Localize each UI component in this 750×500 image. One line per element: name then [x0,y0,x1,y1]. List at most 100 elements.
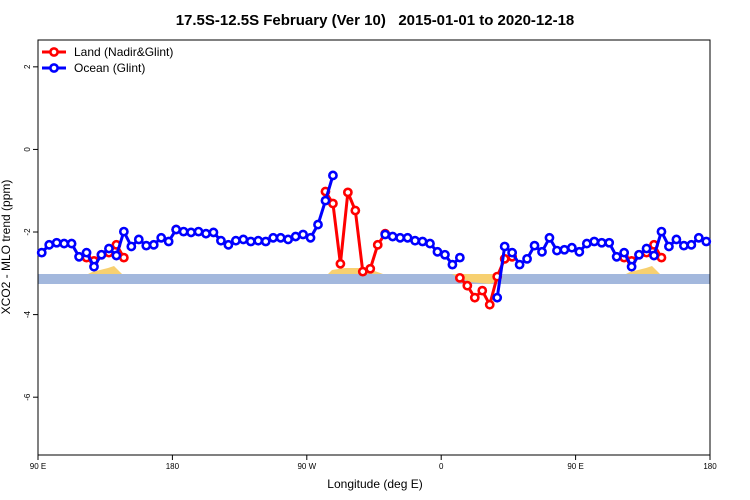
data-point [514,259,525,270]
y-tick-label: -6 [23,393,32,401]
data-point [44,239,55,250]
data-point [380,229,391,240]
legend-label: Land (Nadir&Glint) [74,45,173,59]
data-point [477,285,488,296]
data-point [96,249,107,260]
x-tick-label: 90 E [30,462,46,471]
data-point [178,226,189,237]
data-point [649,250,659,261]
data-point [440,249,450,260]
data-point [611,251,622,262]
data-point [163,236,174,247]
data-point [469,292,480,303]
data-point [342,187,353,198]
data-point [216,235,226,246]
data-point [193,226,204,237]
data-point [201,228,211,239]
data-point [283,234,294,245]
data-point [671,234,682,245]
data-point [268,232,279,243]
data-point [686,239,697,250]
data-point [529,240,540,251]
data-point [499,241,510,252]
data-point [111,250,122,261]
y-tick-label: 0 [23,147,32,152]
data-point [223,239,234,250]
data-point [89,261,99,272]
data-point [148,239,159,250]
data-point [260,236,271,247]
data-point [604,237,615,248]
data-point [634,249,644,260]
data-point [566,242,577,253]
data-point [484,299,495,310]
data-point [417,236,428,247]
data-point [36,247,47,258]
data-point [290,231,301,242]
data-point [701,236,712,247]
x-tick-label: 180 [703,462,717,471]
data-point [208,227,219,238]
legend-marker [49,47,59,57]
data-point [387,231,398,242]
data-point [678,240,689,251]
data-point [462,280,473,291]
data-point [656,252,667,263]
data-point [81,247,92,258]
data-point [313,219,323,230]
data-point [492,292,503,303]
data-point [59,238,70,249]
y-tick-label: -2 [23,228,32,236]
x-axis-label: Longitude (deg E) [327,477,422,491]
plot-frame [37,39,711,456]
data-point [186,227,196,238]
data-point [118,252,129,263]
data-point [522,253,532,264]
data-point [581,238,592,249]
data-point [328,198,338,209]
x-tick-label: 90 E [567,462,583,471]
data-point [171,224,182,235]
data-point [328,170,338,181]
data-point [574,246,585,257]
data-point [693,232,704,243]
data-point [372,239,383,250]
data-point [320,195,331,206]
data-point [402,232,413,243]
data-point [245,236,256,247]
data-point [275,232,286,243]
data-point [447,259,458,270]
data-point [596,237,607,248]
data-point [253,235,264,246]
mask-band [38,274,710,284]
data-point [156,232,167,243]
data-point [507,247,518,258]
data-point [537,246,547,257]
data-point [454,272,465,283]
data-point [656,226,667,237]
y-axis-label: XCO2 - MLO trend (ppm) [0,180,13,315]
mask-land [88,266,122,274]
data-point [350,205,361,216]
y-tick-label: -4 [23,311,32,319]
legend-label: Ocean (Glint) [74,61,145,75]
data-point [141,240,152,251]
chart-title: 17.5S-12.5S February (Ver 10) 2015-01-01… [176,12,575,29]
data-point [335,258,346,269]
data-point [51,237,62,248]
data-point [664,241,674,252]
data-point [619,247,630,258]
data-point [357,266,368,277]
data-point [298,229,308,240]
data-point [626,261,637,272]
land-mask [38,266,710,284]
data-point [641,243,652,254]
data-point [66,238,77,249]
x-tick-label: 0 [439,462,444,471]
data-point [104,243,114,254]
y-tick-label: 2 [23,64,32,69]
data-point [238,234,249,245]
data-point [230,235,241,246]
data-point [410,235,420,246]
